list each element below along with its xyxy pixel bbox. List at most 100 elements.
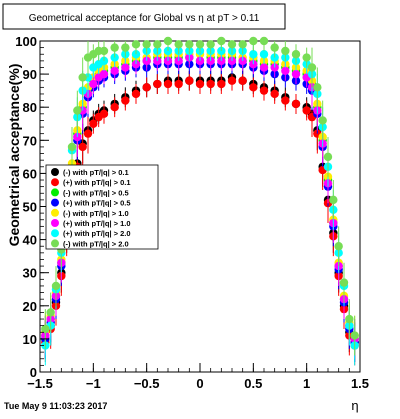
- y-tick-label: 0: [30, 365, 37, 380]
- y-tick-label: 80: [23, 100, 37, 115]
- data-point: [73, 106, 82, 115]
- legend: (-) with pT/|q| > 0.1(+) with pT/|q| > 0…: [45, 164, 159, 250]
- data-point: [227, 40, 237, 49]
- data-point: [110, 43, 119, 52]
- data-point: [323, 152, 333, 162]
- data-point: [318, 116, 327, 125]
- legend-marker: [51, 178, 59, 187]
- data-point: [99, 69, 109, 79]
- data-point: [238, 76, 247, 85]
- data-point: [99, 109, 109, 119]
- data-point: [302, 53, 311, 62]
- data-point: [345, 314, 354, 324]
- y-tick-label: 90: [23, 67, 37, 82]
- data-point: [46, 308, 55, 317]
- data-point: [307, 63, 317, 72]
- legend-marker: [51, 239, 59, 248]
- data-point: [110, 103, 119, 112]
- y-tick-label: 100: [15, 34, 37, 49]
- legend-label: (-) with pT/|q| > 1.0: [63, 209, 129, 218]
- data-point: [51, 281, 61, 291]
- data-point: [174, 40, 183, 49]
- data-point: [195, 79, 205, 89]
- x-tick-label: 0.5: [244, 376, 262, 391]
- legend-marker: [51, 219, 59, 227]
- data-point: [249, 50, 258, 59]
- data-point: [41, 324, 50, 334]
- legend-marker: [51, 168, 59, 176]
- data-point: [185, 40, 194, 49]
- chart-title: Geometrical acceptance for Global vs η a…: [29, 13, 260, 24]
- x-tick-label: −0.5: [134, 376, 160, 391]
- x-tick-label: 1: [303, 376, 310, 391]
- legend-label: (+) with pT/|q| > 1.0: [63, 219, 131, 228]
- data-point: [259, 63, 269, 72]
- data-point: [142, 40, 151, 49]
- data-point: [281, 46, 290, 56]
- data-point: [217, 36, 226, 46]
- y-tick-label: 60: [23, 166, 37, 181]
- data-point: [121, 43, 130, 52]
- y-tick-label: 50: [23, 200, 37, 215]
- data-point: [99, 46, 109, 56]
- y-tick-label: 40: [23, 233, 37, 248]
- data-point: [350, 331, 359, 340]
- legend-label: (+) with pT/|q| > 0.1: [63, 178, 131, 187]
- data-point: [121, 63, 130, 72]
- data-point: [131, 89, 141, 99]
- y-tick-label: 30: [23, 266, 37, 281]
- data-point: [121, 96, 130, 105]
- data-point: [131, 40, 141, 49]
- data-point: [67, 142, 77, 152]
- legend-marker: [51, 188, 59, 197]
- data-point: [206, 79, 215, 89]
- legend-marker: [51, 229, 59, 238]
- legend-box: [45, 164, 159, 250]
- data-point: [185, 76, 194, 85]
- legend-marker: [51, 208, 59, 217]
- data-point: [174, 79, 183, 89]
- x-axis-label: η: [351, 398, 358, 413]
- data-point: [291, 69, 301, 79]
- y-tick-label: 10: [23, 332, 37, 347]
- legend-label: (-) with pT/|q| > 0.1: [63, 168, 129, 177]
- data-point: [78, 142, 87, 152]
- data-point: [270, 89, 279, 99]
- legend-label: (-) with pT/|q| > 2.0: [63, 239, 129, 248]
- data-point: [163, 36, 173, 46]
- data-point: [281, 96, 290, 105]
- x-tick-label: 1.5: [351, 376, 369, 391]
- data-point: [110, 66, 119, 75]
- data-point: [259, 36, 269, 46]
- legend-label: (+) with pT/|q| > 0.5: [63, 199, 131, 208]
- data-point: [153, 79, 162, 89]
- data-point: [339, 278, 349, 287]
- data-point: [89, 119, 98, 128]
- data-point: [195, 40, 205, 49]
- data-point: [259, 50, 269, 59]
- data-point: [238, 40, 247, 49]
- data-point: [217, 79, 226, 89]
- data-point: [313, 83, 322, 92]
- data-point: [83, 129, 93, 138]
- x-tick-label: −1.5: [27, 376, 53, 391]
- data-point: [249, 36, 258, 46]
- data-point: [291, 99, 301, 109]
- data-point: [302, 106, 311, 115]
- series: [41, 36, 359, 356]
- axes-layer: −1.5 −1 −0.5 0 0.5 1 1.5 0 10 20 30 40 50 60 70 80 90 100: [15, 34, 369, 391]
- data-point: [227, 76, 237, 85]
- data-point: [291, 50, 301, 59]
- data-point: [78, 73, 87, 82]
- y-axis-label: Geometrical acceptance(%): [6, 64, 22, 247]
- x-tick-label: 0: [196, 376, 203, 391]
- data-point: [153, 40, 162, 49]
- legend-label: (-) with pT/|q| > 0.5: [63, 188, 129, 197]
- data-point: [89, 79, 98, 89]
- data-point: [270, 43, 279, 52]
- data-point: [329, 195, 338, 205]
- legend-label: (+) with pT/|q| > 2.0: [63, 229, 131, 238]
- x-tick-label: −1: [86, 376, 101, 391]
- title-box: Geometrical acceptance for Global vs η a…: [2, 3, 286, 30]
